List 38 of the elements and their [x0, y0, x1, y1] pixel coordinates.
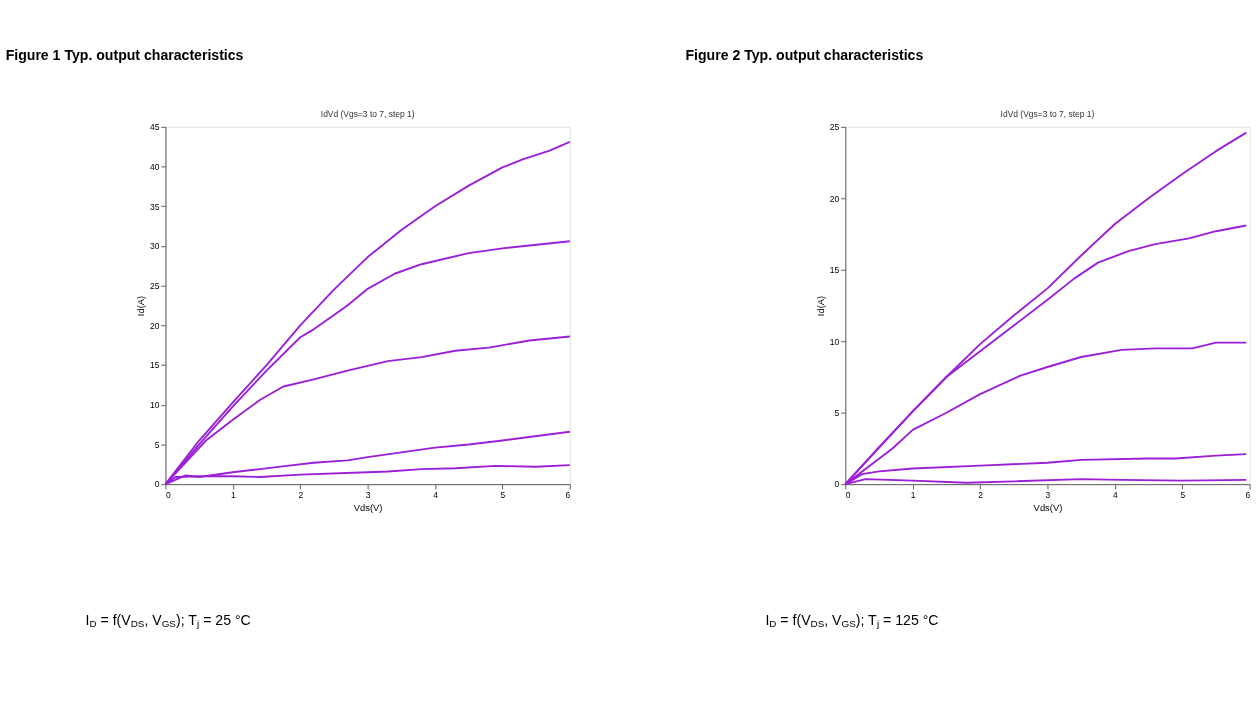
y-tick-label: 45 [149, 122, 160, 133]
x-axis-title: Vds(V) [353, 501, 383, 513]
y-tick-label: 15 [829, 265, 840, 276]
chart-title: Figure 1 Typ. output characteristics [5, 47, 244, 64]
x-tick-label: 6 [565, 489, 571, 500]
x-axis-title: Vds(V) [1033, 501, 1063, 513]
x-tick-label: 5 [500, 489, 506, 500]
y-tick-label: 0 [154, 479, 160, 490]
x-tick-label: 0 [165, 489, 171, 500]
y-tick-label: 10 [149, 400, 160, 411]
y-tick-label: 15 [149, 360, 160, 371]
x-tick-label: 1 [231, 489, 236, 500]
x-tick-label: 2 [298, 489, 304, 500]
y-axis-title: Id(A) [135, 295, 147, 317]
y-tick-label: 35 [149, 201, 160, 212]
y-tick-label: 20 [149, 320, 160, 331]
chart-subtitle: IdVd (Vgs=3 to 7, step 1) [1000, 108, 1095, 119]
x-tick-label: 0 [845, 489, 851, 500]
y-tick-label: 30 [149, 241, 160, 252]
chart-title: Figure 2 Typ. output characteristics [685, 47, 924, 64]
x-tick-label: 5 [1180, 489, 1186, 500]
y-tick-label: 25 [149, 280, 160, 291]
chart-subtitle: IdVd (Vgs=3 to 7, step 1) [320, 108, 415, 119]
y-tick-label: 25 [829, 122, 840, 133]
y-tick-label: 0 [834, 479, 840, 490]
x-tick-label: 4 [1113, 489, 1118, 500]
x-tick-label: 1 [910, 489, 916, 500]
x-tick-label: 3 [365, 489, 371, 500]
x-tick-label: 6 [1245, 489, 1251, 500]
y-tick-label: 5 [834, 408, 840, 419]
y-tick-label: 20 [829, 193, 840, 204]
x-tick-label: 3 [1045, 489, 1051, 500]
x-tick-label: 2 [978, 489, 984, 500]
x-tick-label: 4 [433, 489, 439, 500]
y-axis-title: Id(A) [815, 295, 827, 317]
y-tick-label: 40 [149, 161, 160, 172]
y-tick-label: 5 [154, 439, 160, 450]
y-tick-label: 10 [829, 336, 840, 347]
